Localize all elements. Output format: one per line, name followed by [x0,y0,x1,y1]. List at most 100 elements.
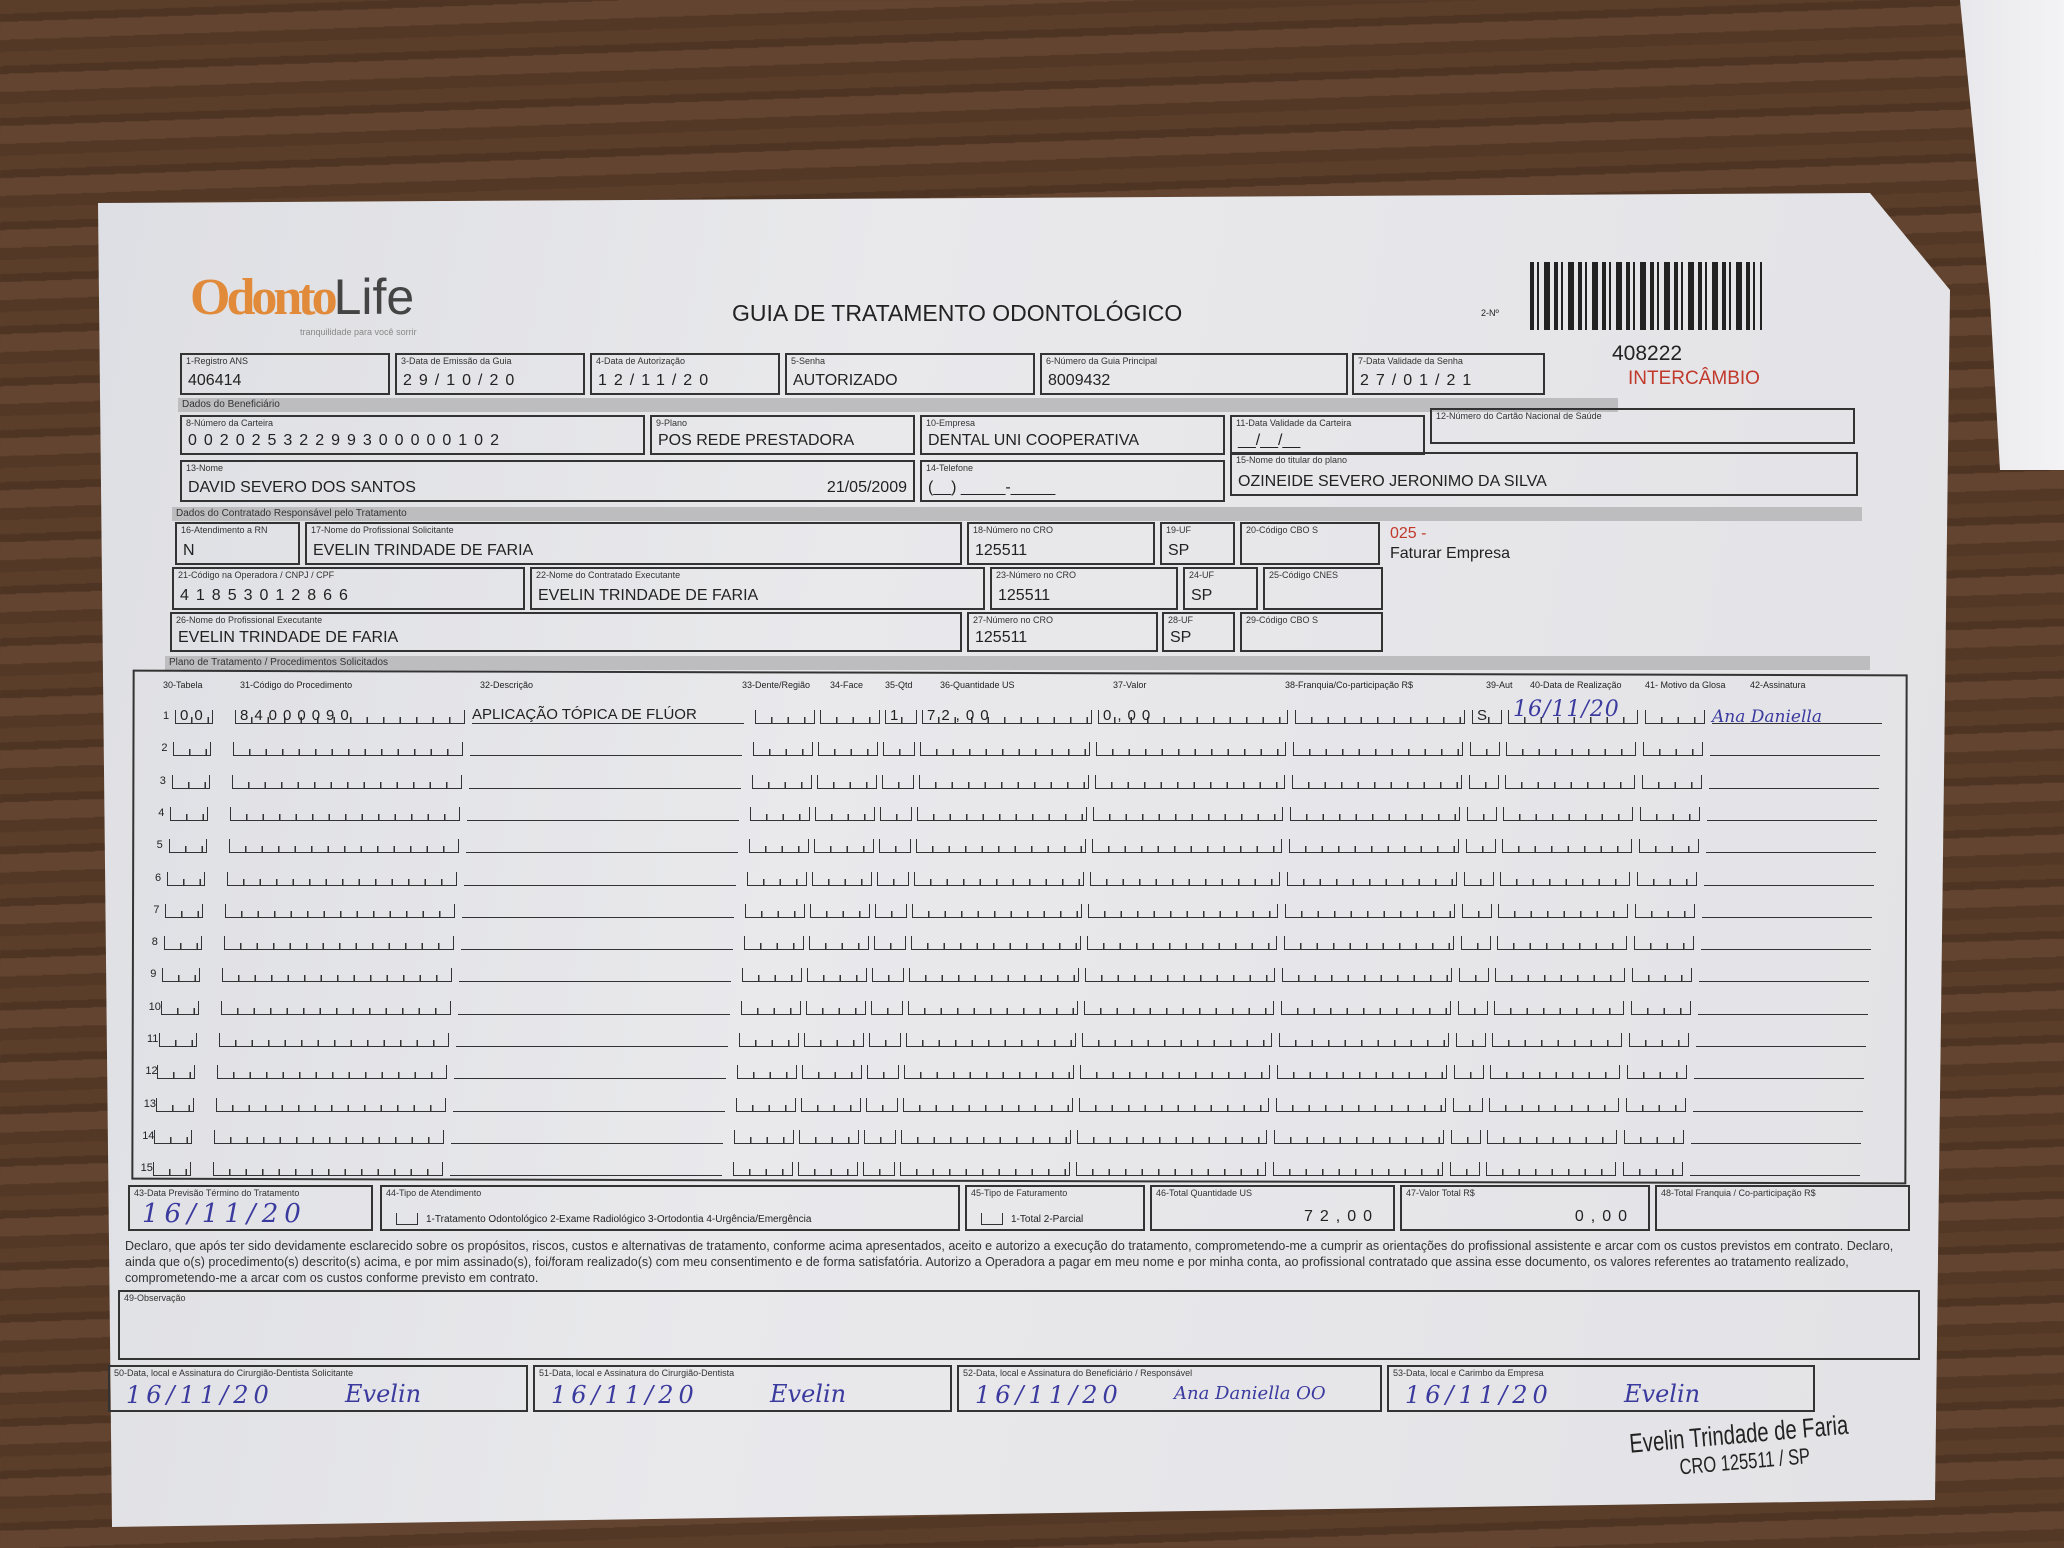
valor-cell[interactable]: 0,00 [1098,708,1288,724]
cro23-field[interactable]: 23-Número no CRO 125511 [990,567,1178,610]
tipo-faturamento-field[interactable]: 45-Tipo de Faturamento 1-Total 2-Parcial [965,1185,1145,1231]
cns-field[interactable]: 12-Número do Cartão Nacional de Saúde [1430,408,1855,444]
descricao-cell[interactable] [470,755,743,757]
valor-cell[interactable] [1082,1033,1272,1047]
checkbox-slot[interactable] [396,1213,418,1225]
face-cell[interactable] [820,710,880,724]
dente-cell[interactable] [748,839,809,854]
qtd-cell[interactable] [872,968,905,983]
data-cell[interactable] [1485,1162,1616,1177]
aut-cell[interactable] [1460,936,1491,951]
tabela-cell[interactable] [163,936,202,951]
numero-guia-principal-field[interactable]: 6-Número da Guia Principal 8009432 [1040,353,1348,395]
franquia-cell[interactable] [1282,968,1453,983]
descricao-cell[interactable] [457,1013,730,1015]
glosa-cell[interactable] [1633,936,1694,951]
codigo-cell[interactable] [222,968,453,983]
descricao-cell[interactable] [460,949,733,951]
data-cell[interactable]: 16/11/20 [1508,699,1638,724]
data-cell[interactable] [1498,903,1629,918]
franquia-cell[interactable] [1272,1162,1443,1177]
telefone-field[interactable]: 14-Telefone (__) _____-_____ [920,460,1225,502]
data-cell[interactable] [1488,1097,1619,1112]
tabela-cell[interactable] [171,774,210,789]
signature-field[interactable]: 50-Data, local e Assinatura do Cirurgião… [108,1365,528,1412]
data-cell[interactable] [1496,936,1627,951]
dente-cell[interactable] [753,742,814,757]
descricao-cell[interactable] [462,916,735,918]
face-cell[interactable] [807,968,868,983]
assinatura-cell[interactable] [1704,884,1874,886]
face-cell[interactable] [797,1162,858,1177]
franquia-cell[interactable] [1288,839,1459,854]
assinatura-cell[interactable] [1707,819,1878,821]
qtd-cell[interactable] [878,839,911,854]
franquia-cell[interactable] [1293,742,1464,757]
valor-total-field[interactable]: 47-Valor Total R$ 0,00 [1400,1185,1650,1231]
valor-cell[interactable] [1086,936,1277,951]
valor-cell[interactable] [1091,839,1282,854]
face-cell[interactable] [804,1033,864,1047]
total-us-field[interactable]: 46-Total Quantidade US 72,00 [1150,1185,1395,1231]
descricao-cell[interactable] [465,852,738,854]
face-cell[interactable] [815,806,876,821]
codigo-cell[interactable] [219,1033,449,1047]
qtd-cell[interactable] [869,1033,901,1047]
face-cell[interactable] [813,839,874,854]
assinatura-cell[interactable] [1692,1110,1863,1112]
face-cell[interactable] [805,1000,866,1015]
qtd_us-cell[interactable] [907,1000,1078,1015]
uf19-field[interactable]: 19-UF SP [1160,522,1235,565]
tipo-atendimento-field[interactable]: 44-Tipo de Atendimento 1-Tratamento Odont… [380,1185,960,1231]
assinatura-cell[interactable] [1691,1142,1862,1144]
data-cell[interactable] [1495,968,1626,983]
qtd-cell[interactable] [864,1129,897,1144]
assinatura-cell[interactable]: Ana Daniella [1712,709,1882,726]
codigo-cell[interactable] [215,1097,446,1112]
total-franquia-field[interactable]: 48-Total Franquia / Co-participação R$ [1655,1185,1910,1231]
codigo-cell[interactable] [225,903,456,918]
dente-cell[interactable] [735,1097,796,1112]
codigo-cell[interactable] [228,839,459,854]
dente-cell[interactable] [747,871,807,886]
glosa-cell[interactable] [1640,806,1701,821]
tabela-cell[interactable] [162,968,201,983]
face-cell[interactable] [812,871,872,886]
aut-cell[interactable] [1462,903,1493,918]
aut-cell[interactable] [1470,742,1501,757]
codigo-cell[interactable] [212,1162,443,1177]
executante-field[interactable]: 22-Nome do Contratado Executante EVELIN T… [530,567,985,610]
cnes-field[interactable]: 25-Código CNES [1263,567,1383,610]
qtd_us-cell[interactable] [920,742,1091,757]
glosa-cell[interactable] [1637,871,1697,886]
face-cell[interactable] [810,903,871,918]
assinatura-cell[interactable] [1702,916,1873,918]
descricao-cell[interactable] [452,1110,725,1112]
face-cell[interactable] [799,1129,860,1144]
aut-cell[interactable] [1459,968,1490,983]
glosa-cell[interactable] [1630,1000,1691,1015]
tabela-cell[interactable] [159,1033,197,1047]
aut-cell[interactable] [1468,774,1499,789]
face-cell[interactable] [818,742,879,757]
tabela-cell[interactable] [170,806,209,821]
franquia-cell[interactable] [1280,1000,1451,1015]
carteira-field[interactable]: 8-Número da Carteira 00202532299300000102 [180,415,645,455]
tabela-cell[interactable] [157,1065,196,1080]
checkbox-slot[interactable] [981,1213,1003,1225]
qtd-cell[interactable] [873,936,906,951]
dente-cell[interactable] [740,1000,801,1015]
validade-senha-field[interactable]: 7-Data Validade da Senha 27/01/21 [1352,353,1545,395]
qtd_us-cell[interactable] [909,968,1080,983]
franquia-cell[interactable] [1279,1033,1449,1047]
rn-field[interactable]: 16-Atendimento a RN N [175,522,300,565]
prof_exec-field[interactable]: 26-Nome do Profissional Executante EVELIN… [170,612,962,652]
dente-cell[interactable] [732,1162,793,1177]
franquia-cell[interactable] [1285,903,1456,918]
aut-cell[interactable] [1452,1097,1483,1112]
qtd_us-cell[interactable] [902,1097,1073,1112]
codigo-cell[interactable] [223,936,454,951]
dente-cell[interactable] [750,806,811,821]
qtd_us-cell[interactable] [915,839,1086,854]
tabela-cell[interactable] [167,871,205,886]
